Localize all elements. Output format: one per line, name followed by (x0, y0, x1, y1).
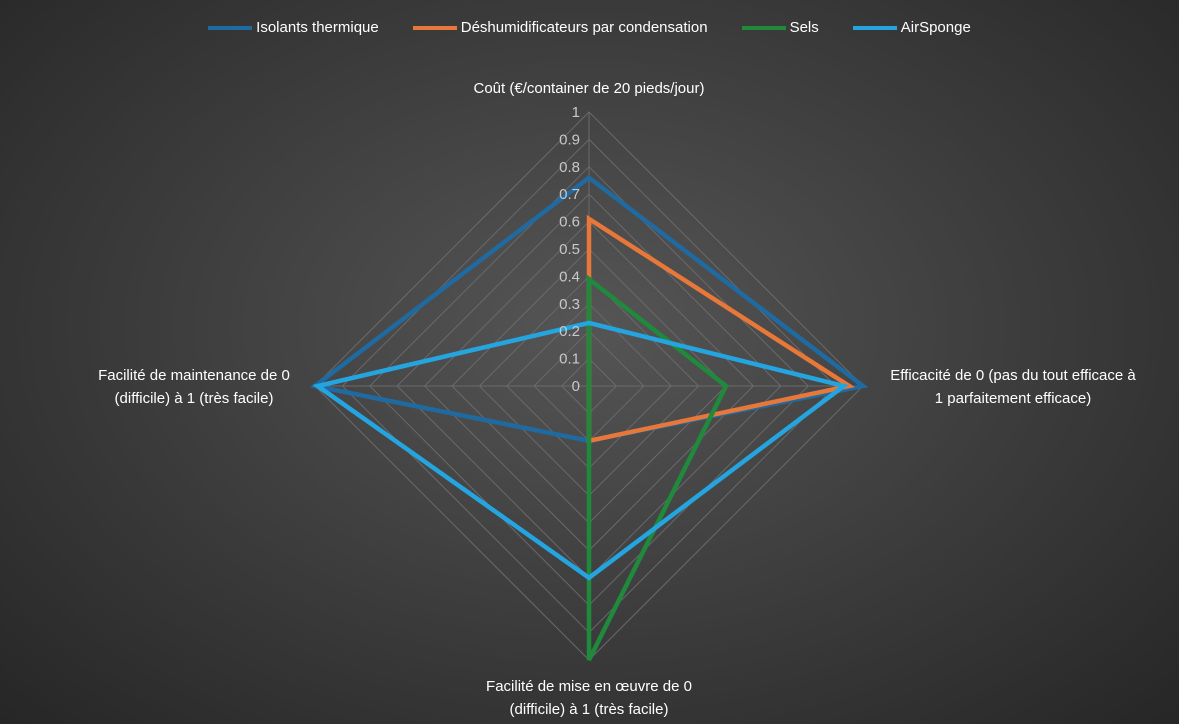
chart-legend: Isolants thermique Déshumidificateurs pa… (0, 19, 1179, 36)
legend-label: Sels (789, 19, 819, 36)
axis-label-cost: Coût (€/container de 20 pieds/jour) (389, 77, 789, 100)
tick-label: 0 (572, 378, 580, 395)
axis-label-line: Coût (€/container de 20 pieds/jour) (473, 80, 705, 97)
legend-item: Déshumidificateurs par condensation (412, 19, 708, 36)
legend-label: AirSponge (900, 19, 971, 36)
series-line-airsponge (312, 320, 849, 581)
tick-label: 0.4 (559, 268, 580, 285)
tick-label: 0.5 (559, 241, 580, 258)
legend-swatch (741, 25, 786, 30)
legend-swatch (208, 25, 253, 30)
legend-swatch (412, 25, 457, 30)
axis-label-line: Facilité de maintenance de 0 (98, 367, 290, 384)
tick-label: 0.6 (559, 214, 580, 231)
tick-label: 0.8 (559, 159, 580, 176)
axis-label-line: (difficile) à 1 (très facile) (114, 390, 274, 407)
axis-label-maintenance: Facilité de maintenance de 0 (difficile)… (66, 364, 322, 410)
legend-label: Isolants thermique (256, 19, 379, 36)
legend-item: AirSponge (852, 19, 971, 36)
tick-label: 0.7 (559, 186, 580, 203)
legend-item: Sels (741, 19, 819, 36)
tick-label: 0.3 (559, 296, 580, 313)
legend-swatch (852, 25, 897, 30)
tick-label: 0.1 (559, 351, 580, 368)
legend-item: Isolants thermique (208, 19, 379, 36)
tick-label: 0.9 (559, 131, 580, 148)
axis-label-efficacite: Efficacité de 0 (pas du tout efficace à … (864, 364, 1162, 410)
axis-label-line: Efficacité de 0 (pas du tout efficace à (890, 367, 1136, 384)
axis-label-line: Facilité de mise en œuvre de 0 (486, 678, 692, 695)
tick-label: 0.2 (559, 323, 580, 340)
axis-label-line: (difficile) à 1 (très facile) (509, 701, 669, 718)
radar-ticks: 0 0.1 0.2 0.3 0.4 0.5 0.6 0.7 0.8 0.9 1 (559, 104, 580, 395)
axis-label-mise-en-oeuvre: Facilité de mise en œuvre de 0 (difficil… (439, 675, 739, 721)
legend-label: Déshumidificateurs par condensation (460, 19, 708, 36)
radar-series (309, 174, 869, 662)
series-line-d-shumidificateurs-par-condensation (586, 214, 856, 444)
series-line-sels (586, 274, 729, 662)
tick-label: 1 (572, 104, 580, 121)
axis-label-line: 1 parfaitement efficace) (934, 390, 1092, 407)
